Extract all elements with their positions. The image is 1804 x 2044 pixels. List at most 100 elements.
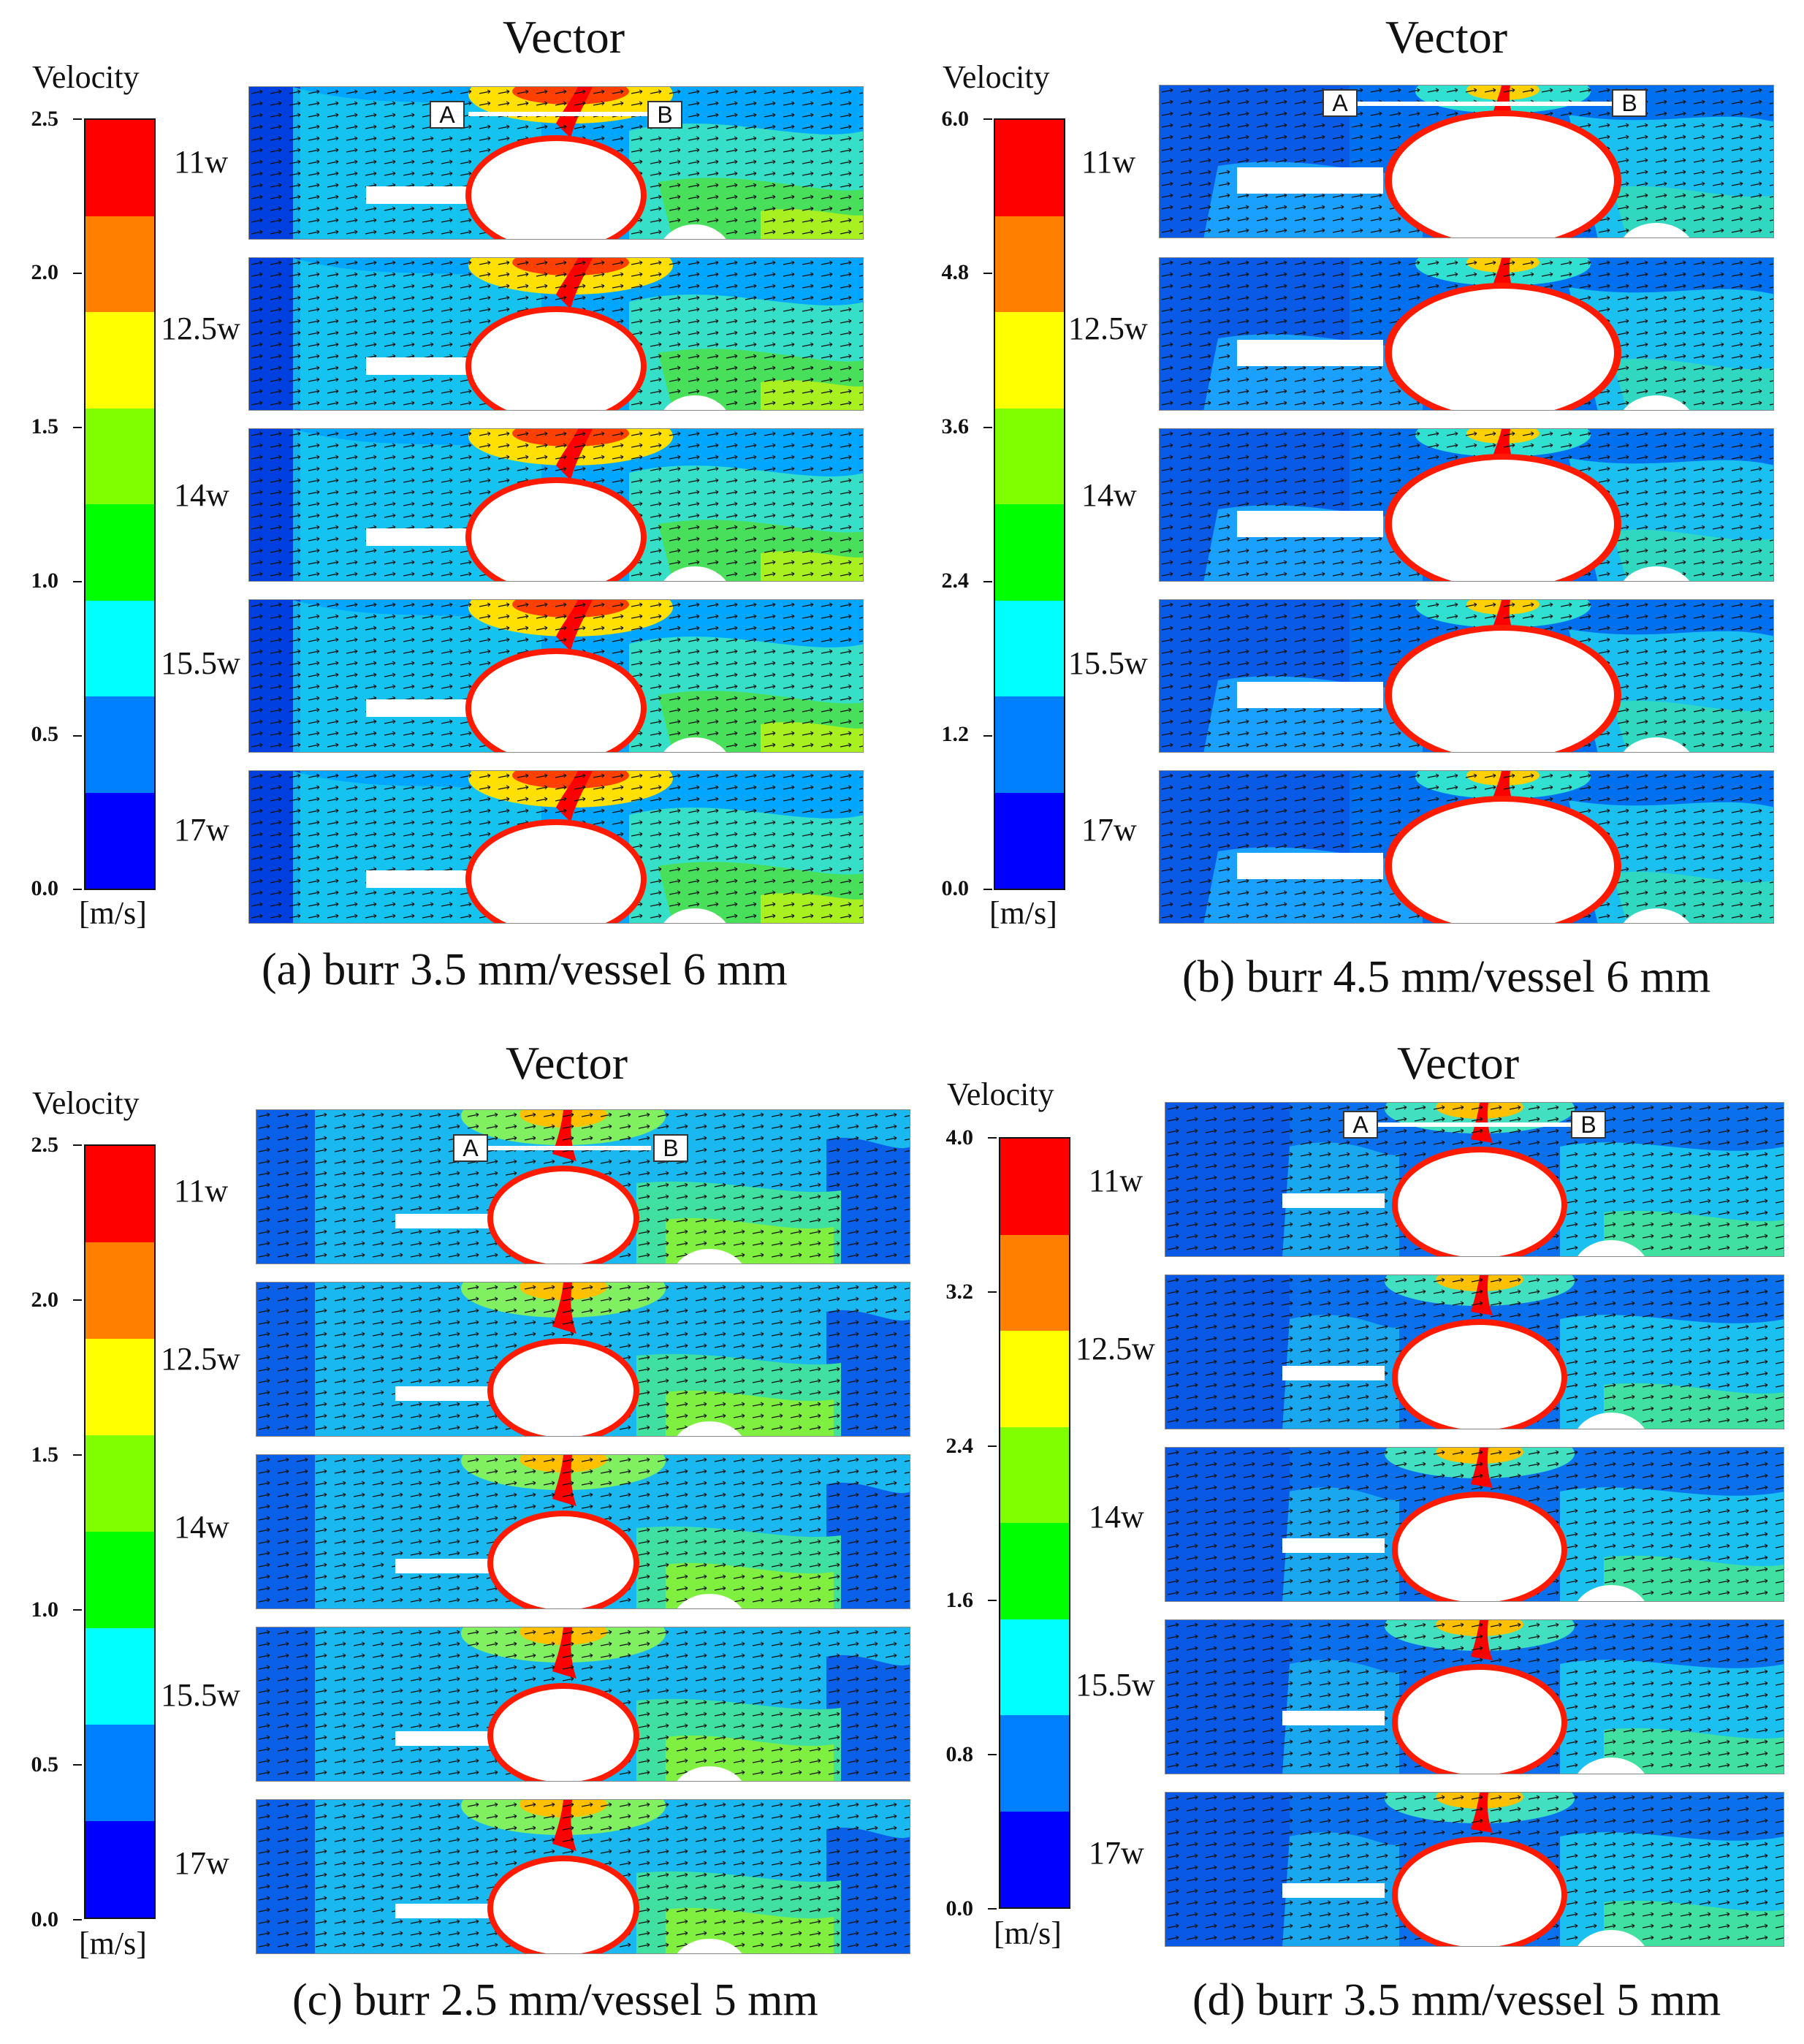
week-label: 15.5w: [161, 645, 240, 681]
colorbar-tick-label: 1.0: [31, 1597, 59, 1622]
colorbar-band: [85, 1628, 154, 1725]
colorbar-band: [85, 600, 154, 696]
colorbar-tick-label: 1.5: [31, 1443, 59, 1467]
week-label: 14w: [1081, 477, 1137, 513]
subfigure-caption: (b) burr 4.5 mm/vessel 6 mm: [1182, 952, 1711, 1002]
velocity-field-panel: [1159, 599, 1774, 753]
colorbar-tick-mark: [73, 1299, 82, 1301]
colorbar-band: [1000, 1715, 1069, 1812]
marker-b: B: [1580, 1112, 1596, 1138]
colorbar-tick-label: 0.0: [31, 1907, 59, 1931]
week-label: 11w: [1089, 1163, 1143, 1198]
unit-label: [m/s]: [79, 895, 147, 931]
colorbar-tick-label: 0.8: [945, 1742, 974, 1766]
colorbar-tick-label: 3.2: [945, 1280, 974, 1304]
velocity-field-panel: [1165, 1447, 1784, 1602]
colorbar-tick-label: 3.6: [941, 414, 970, 438]
week-label: 15.5w: [1076, 1667, 1155, 1703]
colorbar-tick-label: 0.5: [31, 722, 59, 746]
vector-title: Vector: [1397, 1037, 1520, 1089]
colorbar-band: [85, 696, 154, 793]
vector-title: Vector: [1385, 11, 1508, 63]
colorbar-tick-mark: [73, 889, 82, 890]
velocity-field-panel: [248, 257, 864, 411]
colorbar-band: [85, 216, 154, 312]
colorbar-tick-mark: [73, 1764, 82, 1766]
week-label: 14w: [174, 477, 229, 513]
colorbar-band: [995, 408, 1064, 504]
colorbar-tick-label: 2.0: [31, 1288, 59, 1312]
colorbar-tick-mark: [988, 1908, 997, 1910]
week-label: 11w: [174, 1173, 229, 1209]
week-label: 14w: [1089, 1499, 1144, 1535]
colorbar-tick-mark: [73, 118, 82, 120]
velocity-field-panel: [256, 1282, 910, 1437]
unit-label: [m/s]: [994, 1915, 1062, 1951]
colorbar-tick-label: 2.0: [31, 260, 59, 284]
subfigure-b: Vector Velocity 6.0 4.8 3.6 2.4 1.2 0.0 …: [913, 0, 1804, 1023]
colorbar-tick-mark: [988, 1137, 997, 1139]
unit-label: [m/s]: [79, 1926, 147, 1961]
subfigure-caption: (d) burr 3.5 mm/vessel 5 mm: [1192, 1975, 1721, 2025]
colorbar-tick-mark: [73, 1144, 82, 1146]
colorbar-tick-label: 0.0: [31, 876, 59, 900]
colorbar-band: [1000, 1234, 1069, 1331]
velocity-field-panel: A B: [1165, 1102, 1784, 1257]
colorbar-tick-mark: [73, 1609, 82, 1611]
colorbar-band: [85, 120, 154, 216]
colorbar-tick-label: 2.4: [945, 1434, 974, 1458]
colorbar-tick-mark: [983, 118, 992, 120]
colorbar-band: [85, 408, 154, 504]
marker-a: A: [463, 1135, 479, 1161]
colorbar-tick-label: 6.0: [941, 107, 970, 131]
colorbar-band: [85, 1725, 154, 1821]
colorbar-tick-mark: [988, 1600, 997, 1601]
colorbar-band: [995, 504, 1064, 601]
colorbar-tick-label: 1.0: [31, 569, 59, 593]
colorbar-tick-mark: [988, 1291, 997, 1293]
colorbar-band: [1000, 1426, 1069, 1523]
colorbar-band: [85, 1146, 154, 1242]
colorbar-tick-mark: [983, 889, 992, 890]
colorbar-band: [1000, 1811, 1069, 1907]
week-label: 17w: [1089, 1835, 1144, 1871]
colorbar-band: [1000, 1331, 1069, 1427]
velocity-field-panel: [1159, 770, 1774, 924]
colorbar-tick-mark: [983, 581, 992, 582]
colorbar-tick-label: 1.5: [31, 414, 59, 438]
week-label: 17w: [1081, 812, 1137, 848]
colorbar-band: [85, 504, 154, 601]
velocity-field-panel: A B: [248, 86, 864, 240]
colorbar-tick-mark: [73, 1919, 82, 1920]
velocity-field-panel: [256, 1627, 910, 1782]
velocity-field-panel: [1165, 1619, 1784, 1774]
marker-b: B: [657, 102, 672, 128]
colorbar-tick-label: 0.5: [31, 1752, 59, 1777]
subfigure-a: Vector Velocity 2.5 2.0 1.5 1.0 0.5 0.0 …: [0, 0, 902, 1023]
colorbar-tick-label: 2.5: [31, 1133, 59, 1157]
velocity-field-panel: [1159, 257, 1774, 411]
colorbar-tick-label: 2.4: [941, 569, 970, 593]
colorbar-band: [1000, 1139, 1069, 1235]
subfigure-caption: (a) burr 3.5 mm/vessel 6 mm: [262, 945, 788, 995]
vector-title: Vector: [506, 1037, 628, 1089]
subfigure-c: Vector Velocity 2.5 2.0 1.5 1.0 0.5 0.0 …: [0, 1030, 910, 2044]
marker-a: A: [439, 102, 455, 128]
colorbar-band: [1000, 1523, 1069, 1619]
colorbar-tick-label: 2.5: [31, 107, 59, 131]
week-label: 11w: [1081, 144, 1136, 180]
week-label: 14w: [174, 1509, 229, 1545]
week-label: 11w: [174, 144, 229, 180]
colorbar-band: [85, 1821, 154, 1918]
colorbar-tick-label: 1.6: [945, 1588, 974, 1612]
velocity-field-panel: A B: [256, 1109, 910, 1264]
colorbar-band: [995, 600, 1064, 696]
colorbar-tick-mark: [73, 581, 82, 582]
velocity-label: Velocity: [32, 1085, 140, 1121]
velocity-label: Velocity: [943, 59, 1050, 95]
colorbar-band: [85, 1532, 154, 1628]
colorbar-tick-label: 1.2: [941, 722, 970, 746]
week-label: 12.5w: [161, 311, 240, 346]
colorbar-band: [85, 792, 154, 889]
velocity-colorbar: [994, 118, 1065, 890]
